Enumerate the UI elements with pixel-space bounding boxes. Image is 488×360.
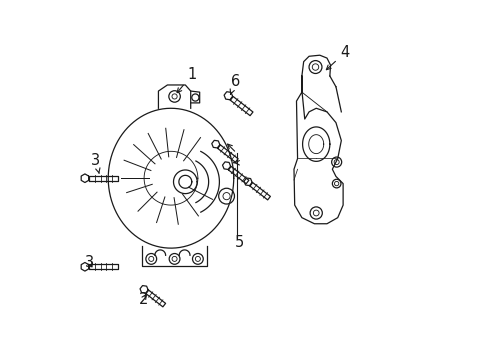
Text: 6: 6	[230, 74, 240, 94]
Text: 1: 1	[177, 67, 197, 93]
Text: 5: 5	[234, 235, 243, 250]
Text: 2: 2	[139, 292, 148, 307]
Text: 3: 3	[85, 255, 94, 270]
Text: 4: 4	[325, 45, 349, 70]
Text: 3: 3	[91, 153, 100, 173]
